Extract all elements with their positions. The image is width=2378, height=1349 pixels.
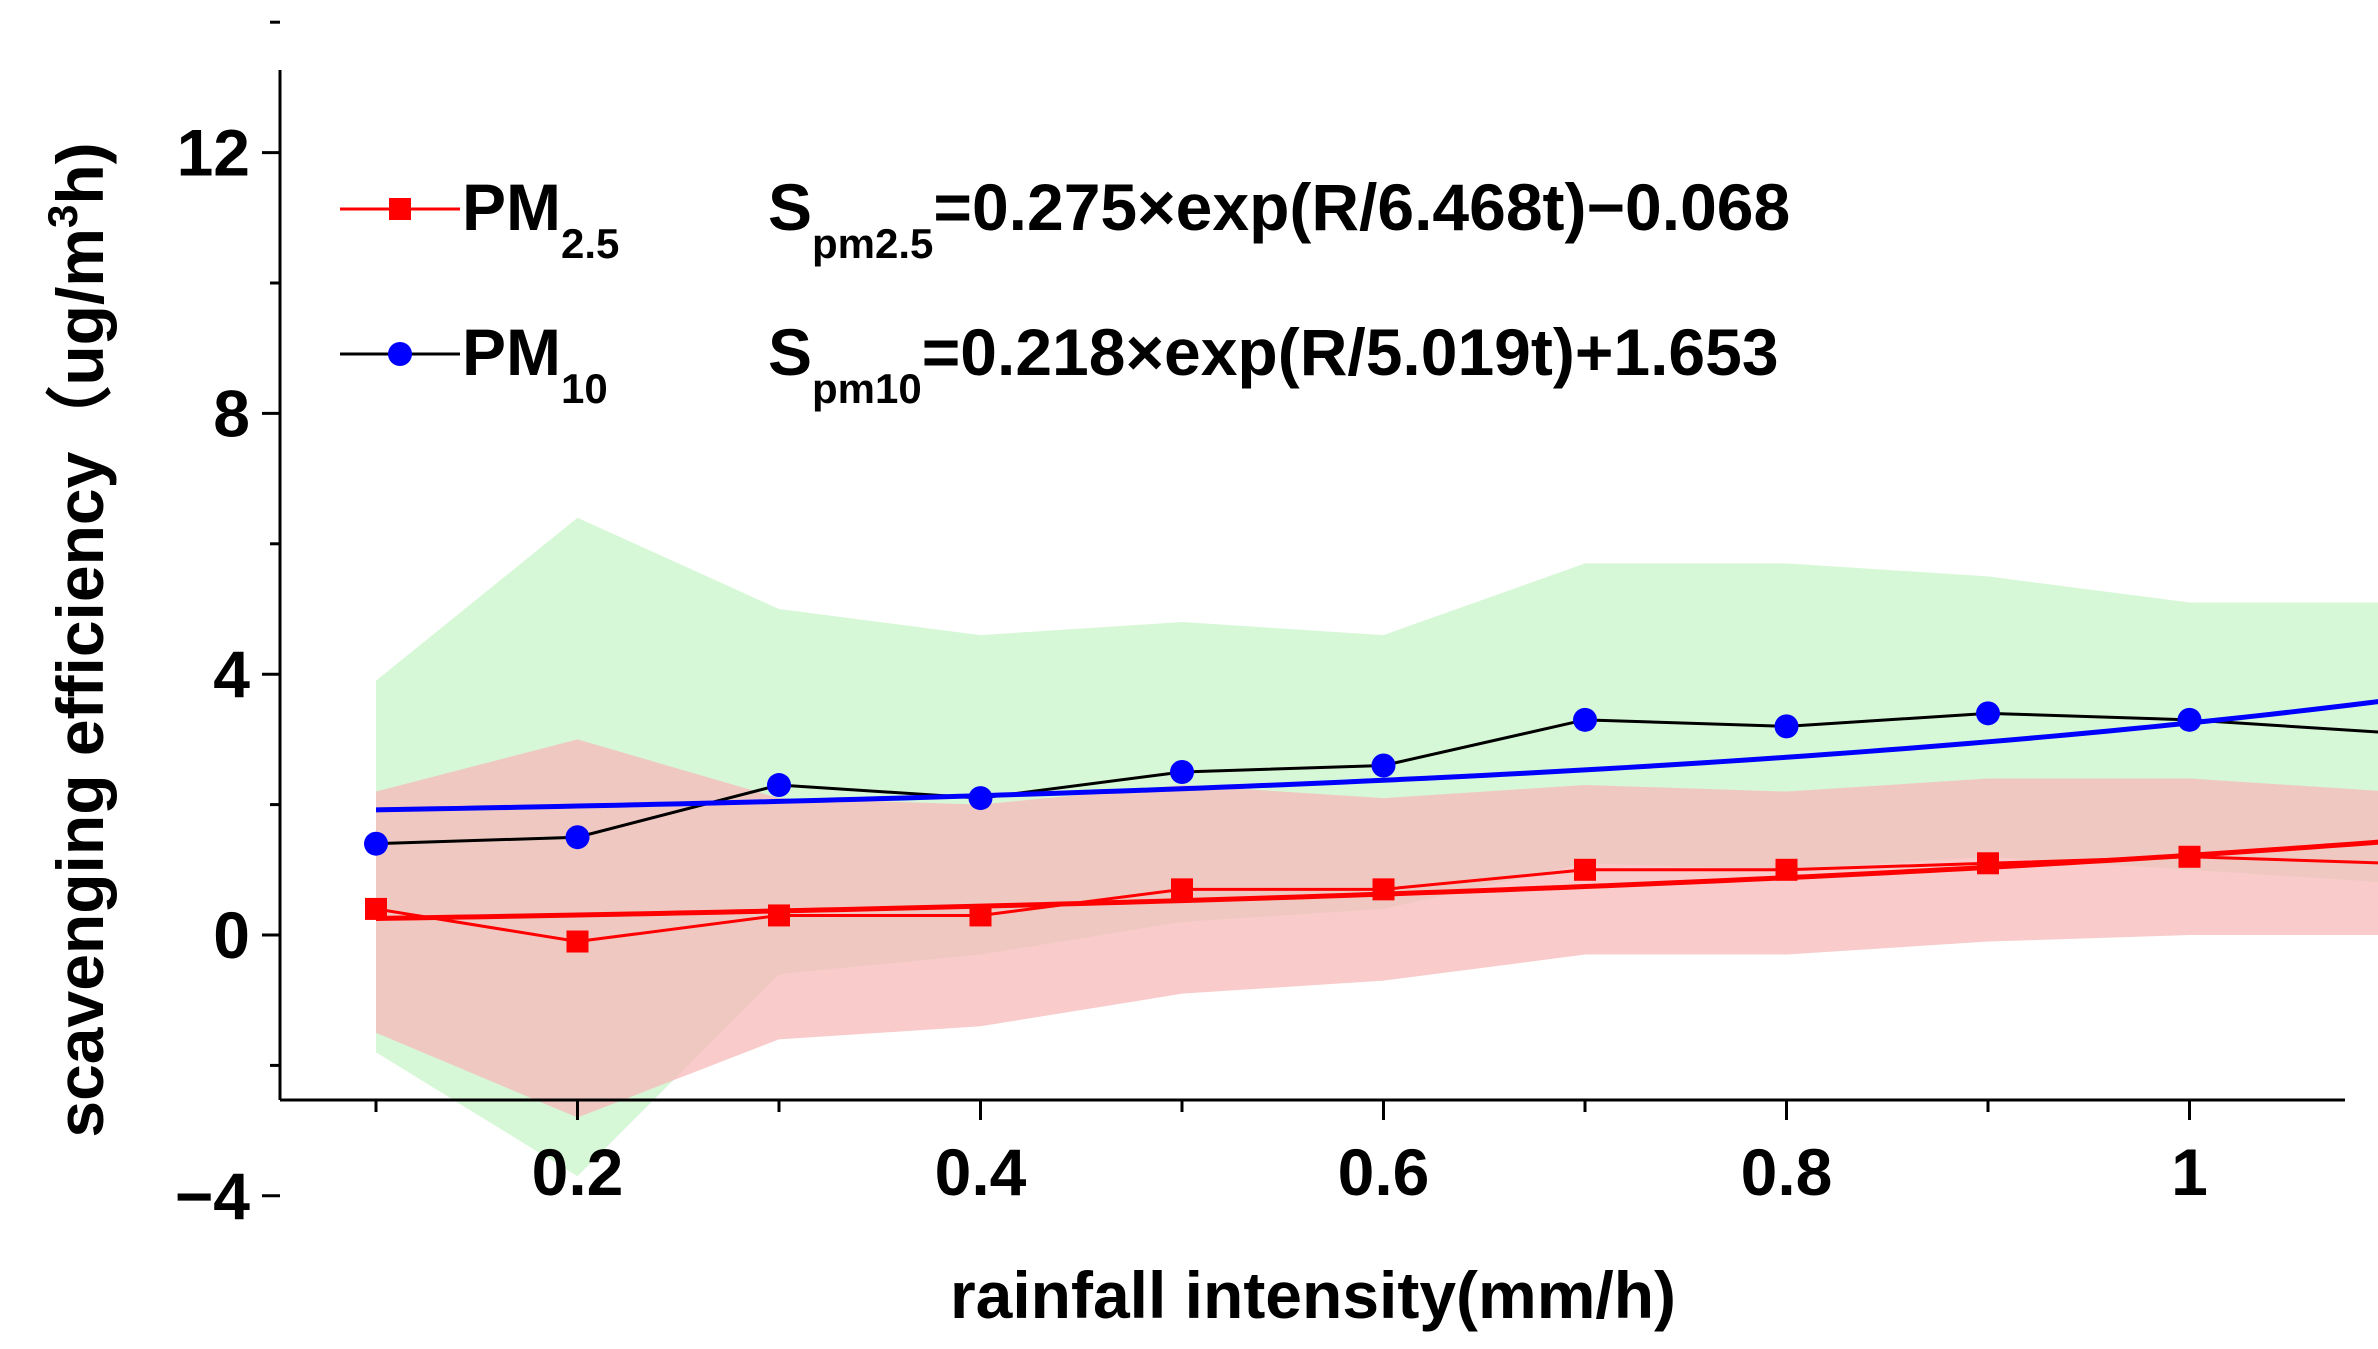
y-tick-label: 12: [177, 116, 250, 190]
series-layer: [364, 699, 2378, 953]
x-tick-label: 0.8: [1741, 1135, 1833, 1209]
axes: −4048121620240.20.40.60.81357910+: [175, 20, 2345, 1233]
y-tick-label: 0: [213, 898, 250, 972]
x-tick-label: 1: [2171, 1135, 2208, 1209]
confidence-bands: [376, 517, 2378, 1177]
y-tick-label: 4: [213, 637, 250, 711]
pm25-equation: Spm2.5=0.275×exp(R/6.468t)−0.068: [768, 170, 1790, 267]
x-axis-title: rainfall intensity(mm/h): [950, 1258, 1676, 1332]
pm25-point: [1775, 858, 1798, 881]
pm25-point: [768, 904, 790, 927]
pm25-point: [1574, 858, 1596, 881]
y-tick-label: −4: [175, 1159, 251, 1233]
pm10-point: [1170, 760, 1194, 784]
pm25-point: [1171, 878, 1193, 901]
legend: PM2.5 Spm2.5=0.275×exp(R/6.468t)−0.068 PM1…: [340, 170, 1790, 412]
pm10-point: [1976, 701, 2000, 726]
pm10-point: [364, 831, 388, 856]
pm25-data-line: [375, 855, 2378, 944]
pm10-point: [565, 825, 590, 850]
pm25-point: [1372, 878, 1395, 901]
y-tick-label: 8: [213, 376, 250, 450]
band-pm25: [376, 739, 2378, 1118]
pm25-point: [969, 904, 992, 927]
pm25-fit-curve: [375, 839, 2378, 922]
pm10-point: [2177, 707, 2202, 732]
pm10-equation: Spm10=0.218×exp(R/5.019t)+1.653: [768, 315, 1779, 412]
y-axis-title: scavenging efficiency（ug/m3h): [39, 142, 117, 1137]
pm25-point: [365, 897, 387, 920]
pm25-legend-marker: [389, 198, 411, 220]
pm25-legend-label: PM2.5: [462, 170, 619, 267]
pm25-point: [566, 930, 589, 953]
pm10-fit-curve: [375, 699, 2378, 813]
axis-titles: rainfall intensity(mm/h) scavenging effic…: [39, 142, 1676, 1332]
pm10-point: [767, 773, 791, 798]
pm10-point: [968, 786, 993, 811]
pm25-point: [2178, 845, 2201, 868]
pm25-point: [1977, 852, 1999, 875]
pm10-point: [1371, 753, 1396, 778]
pm10-legend-marker: [388, 342, 412, 366]
x-tick-label: 0.6: [1338, 1135, 1430, 1209]
pm10-point: [1774, 714, 1799, 739]
pm10-point: [1573, 707, 1597, 732]
x-tick-label: 0.4: [935, 1135, 1027, 1209]
x-tick-label: 0.2: [532, 1135, 624, 1209]
pm10-legend-label: PM10: [462, 315, 608, 412]
